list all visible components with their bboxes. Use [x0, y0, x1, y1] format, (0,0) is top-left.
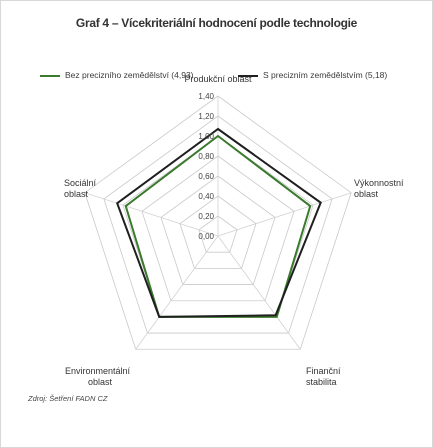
axis-label-financial-stability: Finanční stabilita	[306, 366, 341, 387]
chart-title: Graf 4 – Vícekriteriální hodnocení podle…	[75, 16, 358, 30]
grid-ring	[141, 155, 295, 302]
grid-ring	[84, 95, 352, 350]
legend-swatch-without-precision	[40, 74, 60, 77]
tick-label: 0,40	[198, 192, 214, 201]
grid-ring	[103, 115, 333, 334]
legend-item-without-precision: Bez precizního zemědělství (4,93)	[40, 70, 194, 80]
legend-label-without-precision: Bez precizního zemědělství (4,93)	[65, 70, 194, 80]
legend-label-with-precision: S precizním zemědělstvím (5,18)	[263, 70, 388, 80]
axis-label-social: Sociální oblast	[64, 178, 97, 199]
legend-item-with-precision: S precizním zemědělstvím (5,18)	[238, 70, 387, 80]
source-note: Zdroj: Šetření FADN CZ	[28, 394, 108, 403]
tick-label: 1,20	[198, 112, 214, 121]
axis-spoke	[84, 192, 219, 237]
tick-label: 1,40	[198, 92, 214, 101]
legend-swatch-with-precision	[238, 74, 258, 77]
tick-label: 0,20	[198, 212, 214, 221]
axis-label-environmental: Environmentální oblast	[65, 366, 131, 387]
axis-label-production: Produkční oblast	[184, 74, 252, 84]
axis-spoke	[135, 235, 219, 350]
grid-ring	[198, 215, 238, 253]
tick-label: 0,00	[198, 232, 214, 241]
axis-spoke	[217, 235, 301, 350]
axis-label-performance: Výkonnostní oblast	[354, 178, 404, 199]
series-line-with-precision	[115, 127, 322, 318]
legend: Bez precizního zemědělství (4,93) S prec…	[0, 70, 433, 84]
axis-spoke	[217, 192, 352, 237]
grid-ring	[179, 195, 257, 269]
tick-label: 0,80	[198, 152, 214, 161]
tick-label: 1,00	[198, 132, 214, 141]
grid-ring	[160, 175, 276, 285]
tick-label: 0,60	[198, 172, 214, 181]
